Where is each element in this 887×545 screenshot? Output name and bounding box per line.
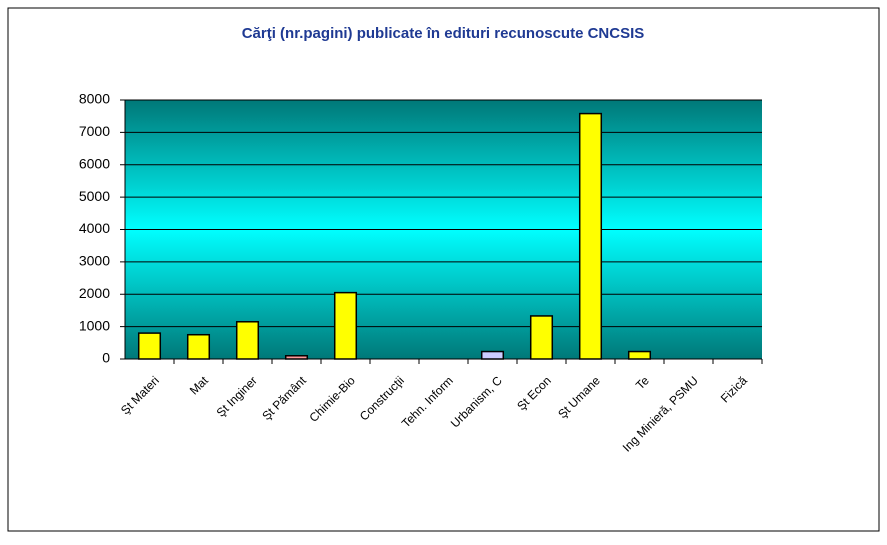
y-tick-label: 0 — [102, 350, 110, 366]
y-tick-label: 1000 — [79, 317, 110, 333]
y-tick-label: 8000 — [79, 91, 110, 107]
bar — [235, 321, 260, 360]
bar — [627, 350, 652, 360]
bar — [186, 333, 211, 360]
bar — [333, 291, 358, 360]
bar — [284, 355, 309, 360]
y-tick-label: 6000 — [79, 155, 110, 171]
y-tick-label: 2000 — [79, 285, 110, 301]
bar — [480, 350, 505, 360]
bar — [529, 315, 554, 360]
y-tick-label: 3000 — [79, 253, 110, 269]
chart-title: Cărţi (nr.pagini) publicate în edituri r… — [242, 25, 645, 42]
bar — [137, 332, 162, 360]
bar — [578, 112, 603, 360]
y-tick-label: 4000 — [79, 220, 110, 236]
y-tick-label: 5000 — [79, 188, 110, 204]
y-tick-label: 7000 — [79, 123, 110, 139]
